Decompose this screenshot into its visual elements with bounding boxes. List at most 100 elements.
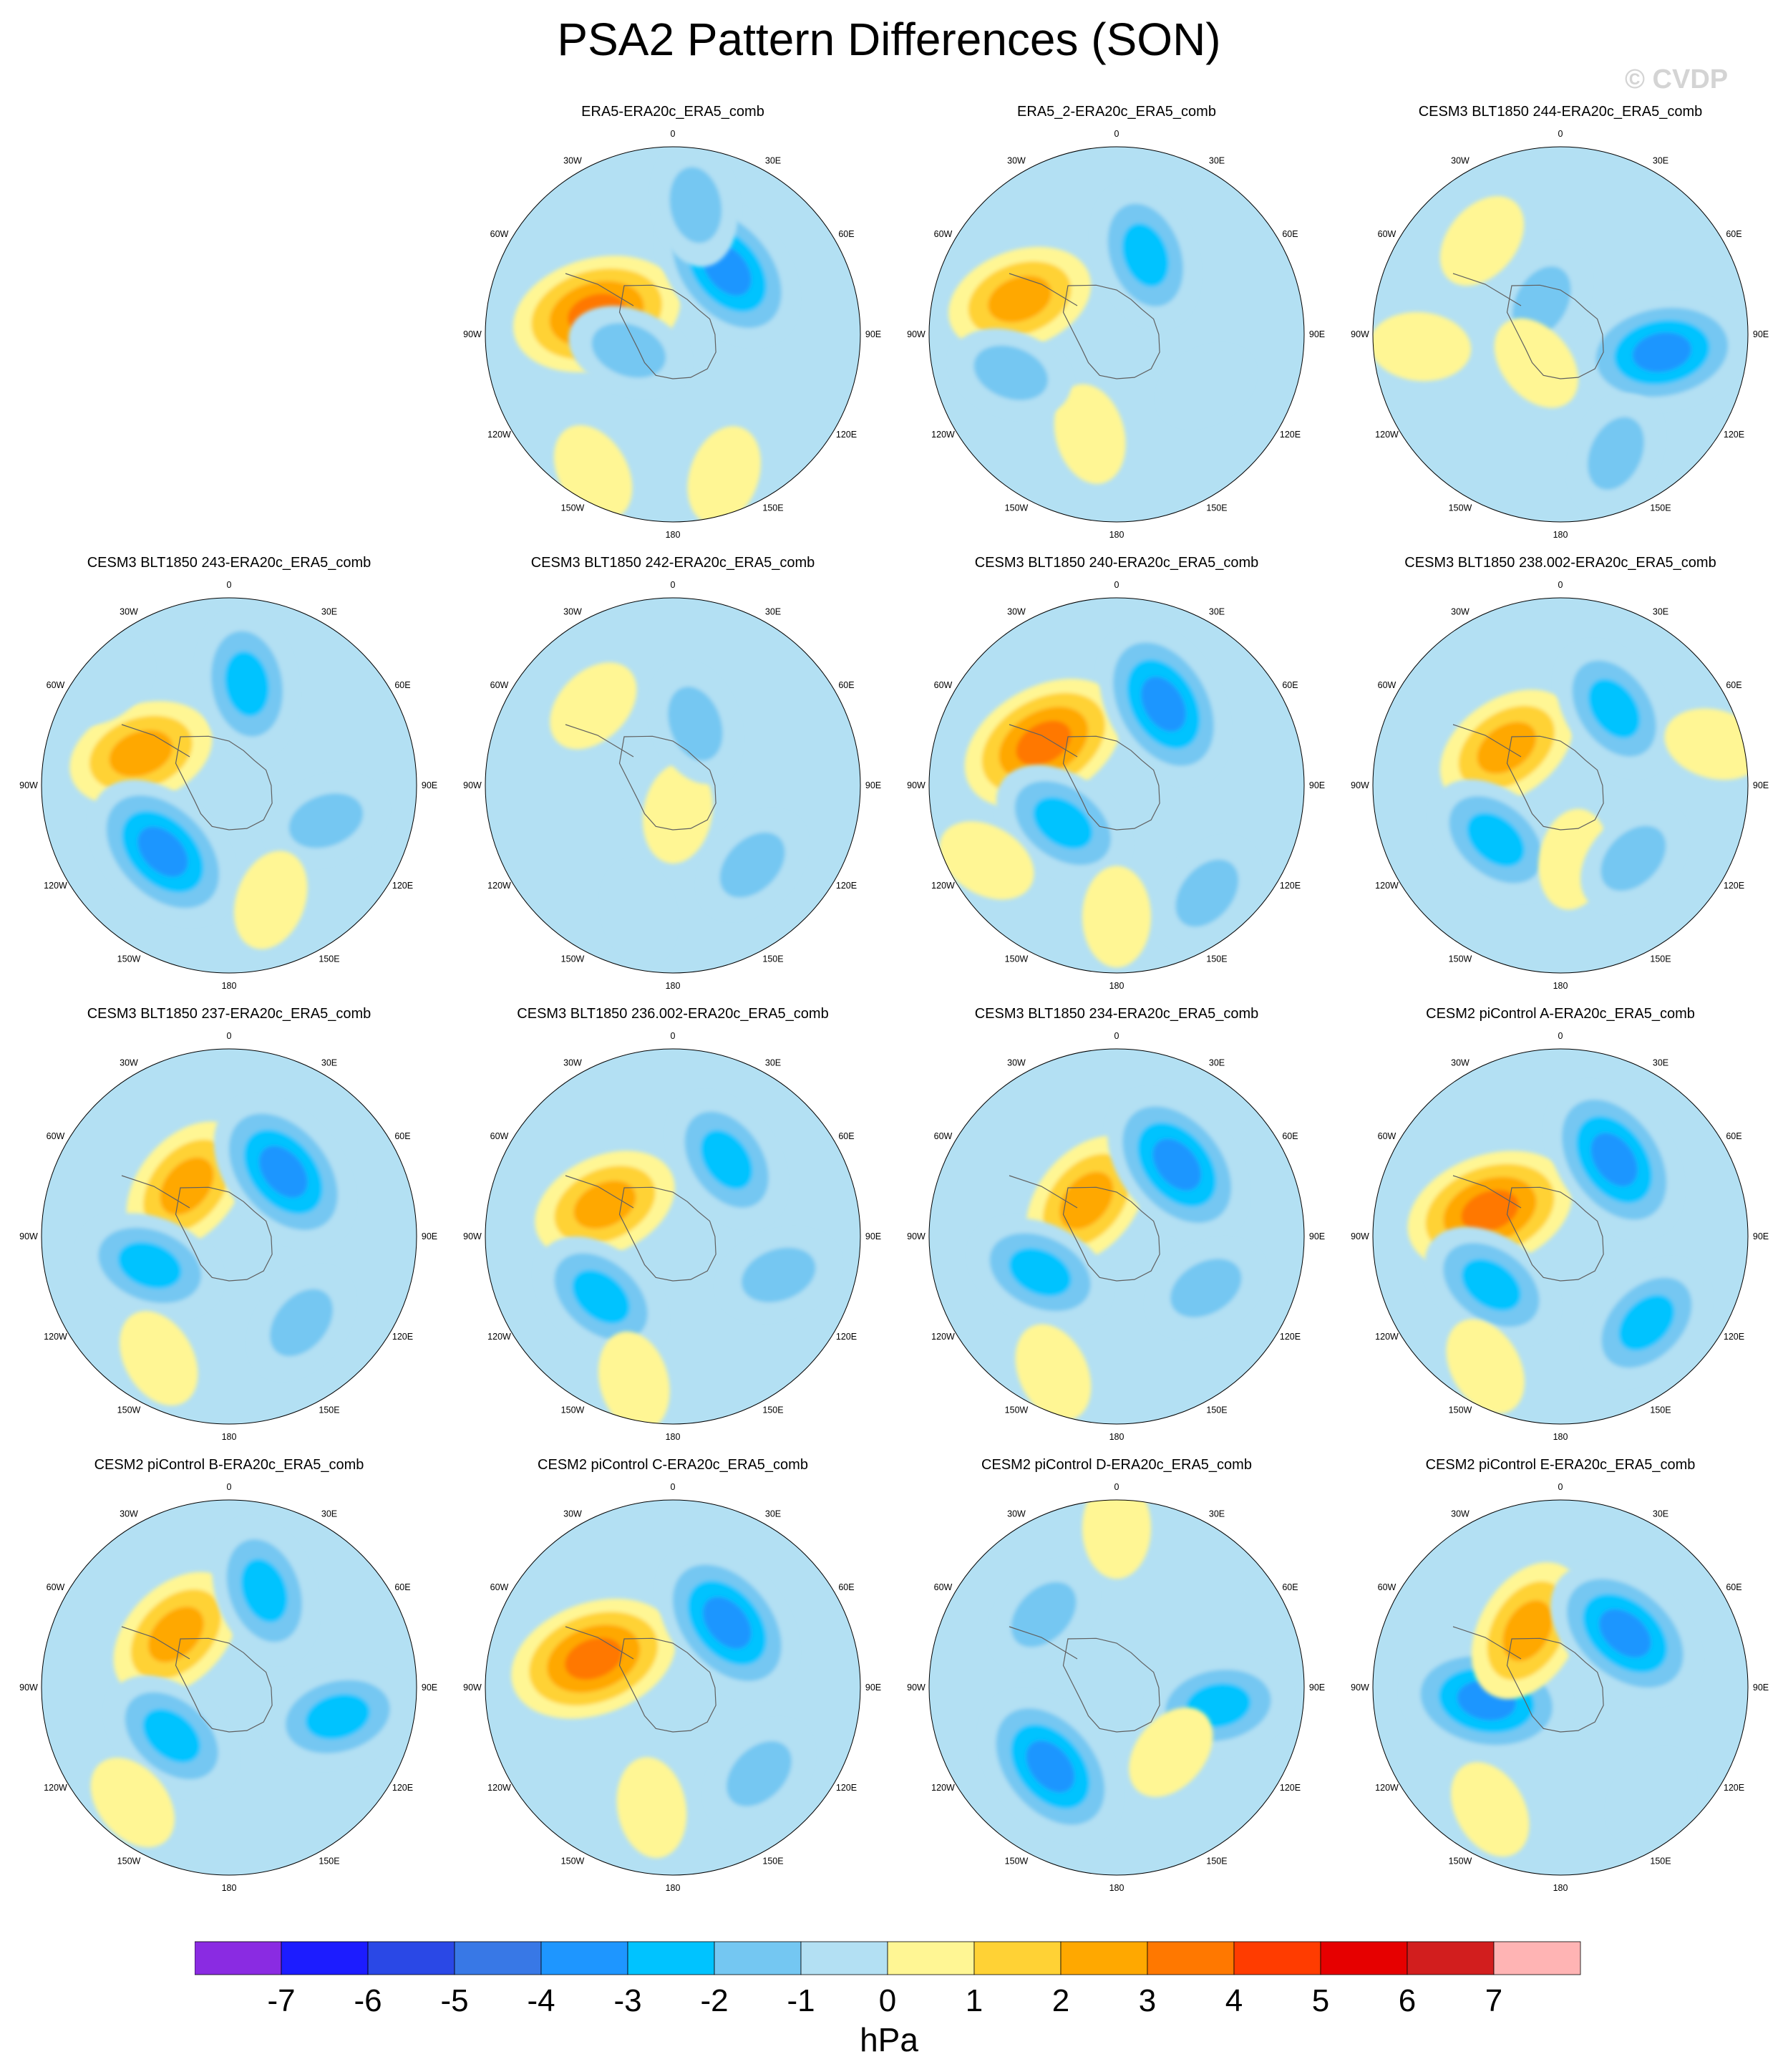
longitude-label: 90E: [1753, 1683, 1769, 1693]
anomaly-contour: [603, 862, 675, 962]
colorbar-tick-label: -2: [700, 1983, 729, 2018]
longitude-label: 150W: [1449, 954, 1472, 964]
longitude-label: 0: [671, 1031, 676, 1041]
peninsula-coastline: [565, 273, 634, 306]
longitude-label: 180: [666, 1883, 681, 1893]
contour-band: [565, 1637, 623, 1680]
contour-band: [1494, 318, 1578, 408]
contour-band: [726, 1741, 792, 1806]
map-border: [1372, 1499, 1749, 1876]
longitude-label: 150W: [1005, 1405, 1029, 1415]
longitude-label: 150E: [1650, 1405, 1671, 1415]
longitude-label: 30W: [563, 607, 582, 617]
map-panel: CESM3 BLT1850 243-ERA20c_ERA5_comb 0 30E 60…: [7, 555, 451, 1006]
longitude-label: 120E: [392, 881, 413, 891]
anomaly-contour: [668, 1093, 785, 1226]
panel-title: CESM2 piControl D-ERA20c_ERA5_comb: [981, 1457, 1252, 1473]
contour-band: [642, 763, 713, 864]
antarctica-coastline: [618, 1637, 716, 1733]
anomaly-contour: [616, 1757, 687, 1859]
anomaly-contour: [1550, 1564, 1700, 1703]
longitude-label: 0: [227, 580, 232, 590]
anomaly-contour: [250, 1268, 353, 1378]
polar-map: 0 30E 60E 90E 120E 150E 180 150W 120W 90W 60W 30W: [1351, 580, 1769, 991]
contour-band: [117, 1241, 182, 1289]
colorbar-swatch: [1407, 1941, 1495, 1975]
longitude-label: 30W: [1451, 607, 1469, 617]
longitude-label: 30E: [1653, 1058, 1668, 1068]
longitude-label: 60E: [838, 1131, 854, 1141]
panel-title: CESM2 piControl B-ERA20c_ERA5_comb: [94, 1457, 364, 1473]
anomaly-contour: [511, 1598, 676, 1719]
polar-map: 0 30E 60E 90E 120E 150E 180 150W 120W 90W 60W 30W: [1351, 1031, 1769, 1442]
contour-band: [1502, 1600, 1553, 1662]
contour-band: [572, 1269, 630, 1324]
contour-band: [1158, 347, 1253, 425]
contour-band: [305, 1694, 370, 1740]
colorbar-swatch: [1493, 1941, 1581, 1975]
map-panel: CESM2 piControl A-ERA20c_ERA5_comb 0 30E 60…: [1339, 1006, 1778, 1457]
contour-band: [1588, 679, 1641, 739]
longitude-label: 120E: [1724, 430, 1744, 440]
antarctica-coastline: [1506, 284, 1604, 379]
longitude-label: 60W: [1378, 229, 1396, 239]
longitude-label: 90W: [463, 329, 482, 339]
map-border: [485, 597, 861, 974]
polar-map: 0 30E 60E 90E 120E 150E 180 150W 120W 90W 60W 30W: [19, 1482, 437, 1893]
contour-band: [701, 1130, 753, 1190]
peninsula-coastline: [565, 724, 634, 757]
peninsula-coastline: [1452, 724, 1522, 757]
longitude-label: 30E: [1653, 607, 1668, 617]
contour-band: [988, 276, 1051, 323]
longitude-label: 150W: [1005, 1856, 1029, 1866]
longitude-label: 60W: [490, 1131, 509, 1141]
longitude-label: 180: [1553, 1432, 1568, 1442]
peninsula-coastline: [1009, 1626, 1078, 1660]
longitude-label: 90W: [1351, 1683, 1369, 1693]
anomaly-contour: [90, 780, 235, 924]
panel-title: CESM3 BLT1850 240-ERA20c_ERA5_comb: [974, 555, 1259, 571]
longitude-label: 0: [1558, 129, 1563, 139]
longitude-label: 120W: [1375, 1783, 1399, 1793]
longitude-label: 150W: [561, 503, 585, 513]
longitude-label: 90E: [422, 1231, 437, 1241]
map-panel: CESM3 BLT1850 242-ERA20c_ERA5_comb 0 30E 60…: [451, 555, 895, 1006]
longitude-label: 90E: [1309, 329, 1325, 339]
longitude-label: 150E: [1650, 954, 1671, 964]
longitude-label: 30W: [563, 1058, 582, 1068]
peninsula-coastline: [1009, 1175, 1078, 1209]
map-border: [41, 597, 417, 974]
contour-band: [741, 1247, 816, 1302]
longitude-label: 180: [1109, 1432, 1124, 1442]
map-background: [929, 147, 1304, 522]
longitude-label: 150W: [1005, 954, 1029, 964]
longitude-label: 120E: [836, 1783, 857, 1793]
longitude-label: 120W: [487, 881, 511, 891]
contour-band: [1588, 417, 1644, 490]
longitude-label: 90W: [907, 329, 926, 339]
longitude-label: 0: [227, 1031, 232, 1041]
contour-band: [160, 1157, 214, 1215]
colorbar-tick-label: 1: [965, 1983, 983, 2018]
longitude-label: 60W: [1378, 680, 1396, 690]
longitude-label: 150E: [319, 1856, 339, 1866]
longitude-label: 0: [1558, 580, 1563, 590]
colorbar: [195, 1941, 1581, 1975]
colorbar-tick-label: -5: [440, 1983, 469, 2018]
longitude-label: 150E: [1650, 503, 1671, 513]
longitude-label: 30E: [1653, 156, 1668, 166]
longitude-label: 30W: [1451, 156, 1469, 166]
longitude-label: 150E: [762, 954, 783, 964]
panel-title: CESM3 BLT1850 244-ERA20c_ERA5_comb: [1418, 104, 1703, 120]
map-panel: CESM3 BLT1850 244-ERA20c_ERA5_comb 0 30E 60…: [1339, 104, 1778, 555]
longitude-label: 30W: [1007, 1509, 1026, 1519]
longitude-label: 120E: [1280, 430, 1301, 440]
map-panel: CESM2 piControl C-ERA20c_ERA5_comb 0 30E 60…: [451, 1457, 895, 1908]
contour-band: [973, 345, 1049, 400]
colorbar-tick-label: -7: [267, 1983, 296, 2018]
longitude-label: 180: [1553, 1883, 1568, 1893]
longitude-label: 90E: [422, 1683, 437, 1693]
contour-band: [1033, 797, 1093, 849]
colorbar-swatch: [714, 1941, 802, 1975]
longitude-label: 0: [227, 1482, 232, 1492]
